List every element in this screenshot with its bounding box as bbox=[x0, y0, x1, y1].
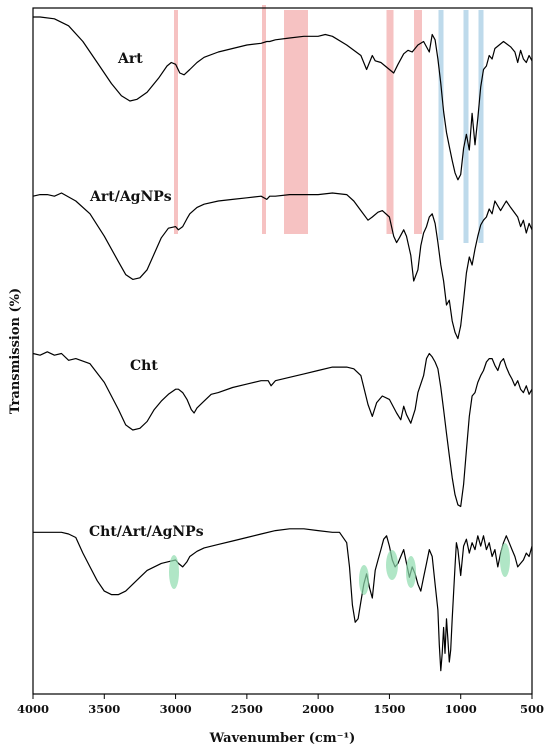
x-tick-label: 1000 bbox=[445, 702, 477, 716]
red-band bbox=[174, 10, 178, 234]
series-label: Art/AgNPs bbox=[89, 189, 172, 205]
red-band bbox=[262, 5, 266, 234]
blue-band bbox=[438, 10, 444, 240]
red-band bbox=[386, 10, 394, 234]
series-line bbox=[33, 528, 533, 672]
highlight-bands bbox=[174, 5, 484, 243]
y-axis-label: Transmission (%) bbox=[8, 288, 23, 414]
blue-band bbox=[478, 10, 484, 243]
series-label: Art bbox=[117, 51, 143, 67]
x-tick-label: 2000 bbox=[302, 702, 334, 716]
series-labels: Art Art/AgNPs Cht Cht/Art/AgNPs bbox=[89, 51, 204, 540]
plot-frame bbox=[32, 7, 533, 695]
x-tick-label: 2500 bbox=[231, 702, 263, 716]
blue-band bbox=[463, 10, 469, 243]
spectra-group bbox=[32, 16, 533, 672]
x-axis: 4000 3500 3000 2500 2000 1500 1000 500 bbox=[17, 694, 544, 716]
highlight-marker bbox=[500, 543, 510, 577]
series-label: Cht bbox=[130, 358, 158, 374]
highlight-marker bbox=[359, 565, 369, 595]
x-axis-label: Wavenumber (cm⁻¹) bbox=[209, 731, 356, 746]
x-tick-label: 3500 bbox=[88, 702, 120, 716]
x-tick-label: 3000 bbox=[160, 702, 192, 716]
series-label: Cht/Art/AgNPs bbox=[89, 524, 204, 540]
red-band bbox=[284, 10, 308, 234]
highlight-marker bbox=[406, 556, 416, 588]
highlight-marker bbox=[169, 555, 179, 589]
x-tick-label: 4000 bbox=[17, 702, 49, 716]
series-line bbox=[33, 16, 533, 181]
highlight-markers bbox=[169, 543, 510, 595]
series-line bbox=[32, 351, 533, 508]
red-band bbox=[414, 10, 422, 234]
x-tick-label: 500 bbox=[520, 702, 544, 716]
series-line bbox=[32, 192, 533, 340]
highlight-marker bbox=[386, 550, 398, 580]
x-tick-label: 1500 bbox=[373, 702, 405, 716]
